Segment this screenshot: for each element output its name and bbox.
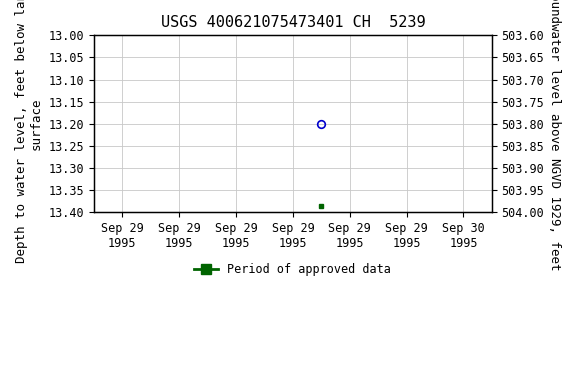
Title: USGS 400621075473401 CH  5239: USGS 400621075473401 CH 5239 [161,15,425,30]
Y-axis label: Groundwater level above NGVD 1929, feet: Groundwater level above NGVD 1929, feet [548,0,561,270]
Legend: Period of approved data: Period of approved data [190,258,396,281]
Y-axis label: Depth to water level, feet below land
surface: Depth to water level, feet below land su… [15,0,43,263]
